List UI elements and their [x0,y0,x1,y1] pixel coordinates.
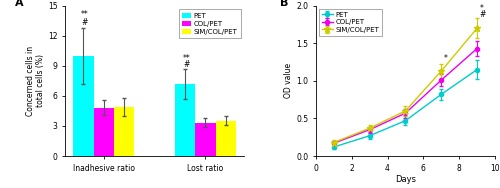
Text: #: # [183,60,190,69]
Bar [175,84,196,156]
Text: *: * [444,54,448,63]
Bar [216,121,236,156]
Y-axis label: Concerned cells in
total cells (%): Concerned cells in total cells (%) [26,46,45,116]
Text: **: ** [80,10,88,19]
Text: #: # [81,18,87,27]
Bar [196,123,216,156]
Y-axis label: OD value: OD value [284,63,294,98]
Bar [94,108,114,156]
X-axis label: Days: Days [395,175,416,184]
Text: *: * [480,4,484,13]
Text: **: ** [182,54,190,63]
Legend: PET, COL/PET, SIM/COL/PET: PET, COL/PET, SIM/COL/PET [320,9,382,36]
Text: A: A [15,0,24,8]
Text: B: B [280,0,288,8]
Bar [114,107,134,156]
Legend: PET, COL/PET, SIM/COL/PET: PET, COL/PET, SIM/COL/PET [179,9,240,38]
Text: #: # [480,10,486,19]
Bar [73,56,94,156]
